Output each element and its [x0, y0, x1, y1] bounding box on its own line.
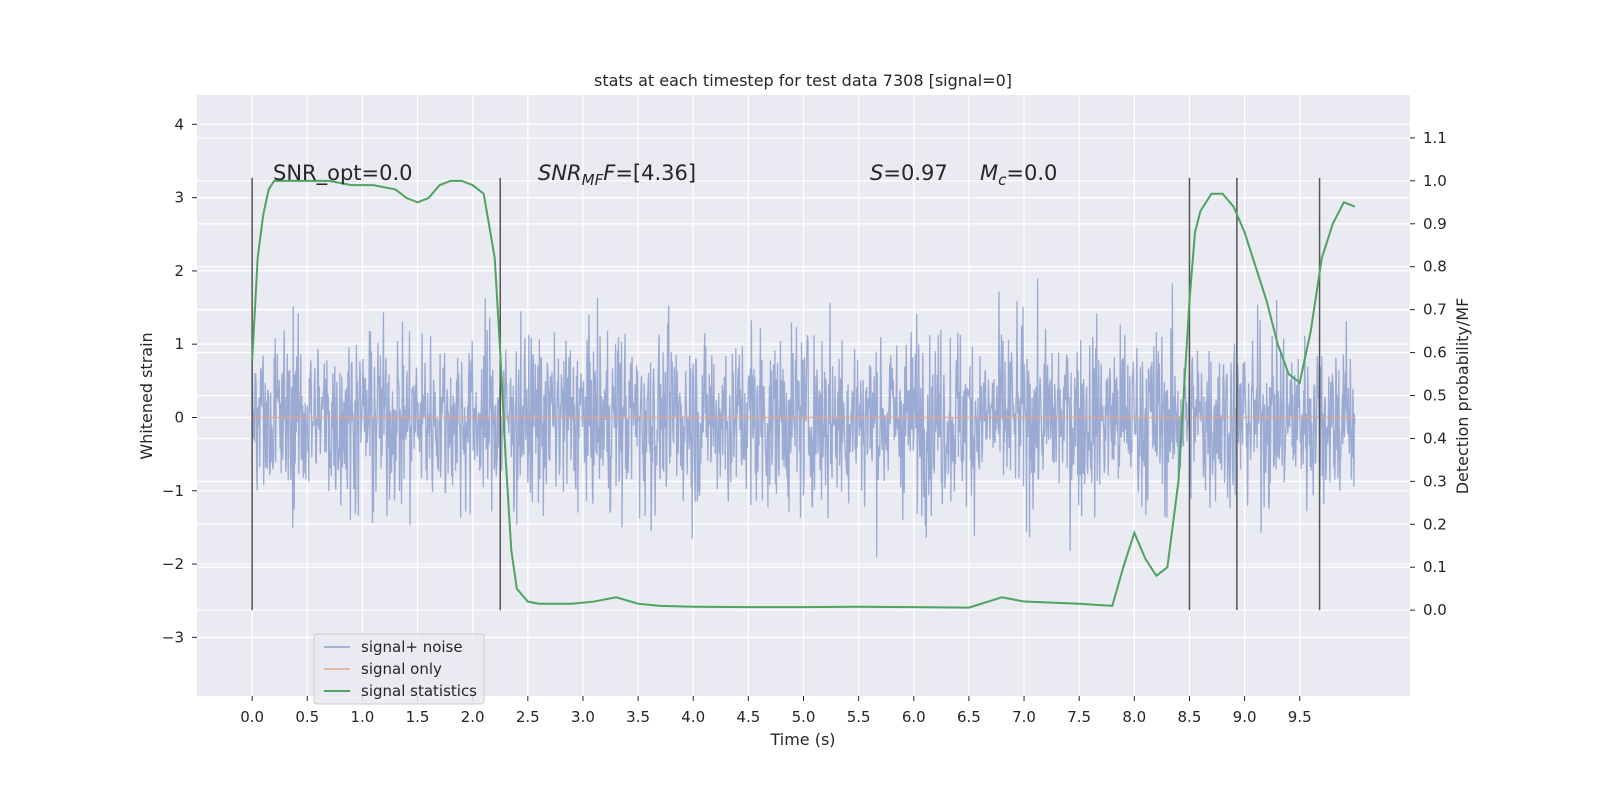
- y-left-tick-label: −1: [162, 482, 184, 500]
- x-tick-label: 3.0: [571, 708, 595, 726]
- legend-label-statistics: signal statistics: [361, 682, 477, 700]
- signal-noise-line: [251, 278, 1356, 558]
- right-y-axis-label: Detection probability/MF: [1453, 298, 1472, 495]
- y-right-tick-label: 0.7: [1423, 301, 1447, 319]
- x-tick-label: 3.5: [626, 708, 650, 726]
- y-left-tick-label: 1: [174, 335, 184, 353]
- right-y-axis-ticks: 1.1 1.0 0.9 0.8 0.7 0.6 0.5 0.4 0.3 0.2 0.1 0.0: [1410, 129, 1447, 619]
- y-right-tick-label: 0.4: [1423, 429, 1447, 447]
- y-right-tick-label: 0.5: [1423, 387, 1447, 405]
- x-tick-label: 6.0: [902, 708, 926, 726]
- legend-box: [313, 633, 485, 705]
- chart-title: stats at each timestep for test data 730…: [594, 71, 1012, 90]
- y-left-tick-label: −3: [162, 628, 184, 646]
- x-tick-label: 5.5: [847, 708, 871, 726]
- legend: signal+ noise signal only signal statist…: [313, 633, 485, 705]
- y-right-tick-label: 0.6: [1423, 344, 1447, 362]
- x-tick-label: 7.0: [1012, 708, 1036, 726]
- y-right-tick-label: 1.0: [1423, 172, 1447, 190]
- y-right-tick-label: 1.1: [1423, 129, 1447, 147]
- y-right-tick-label: 0.3: [1423, 472, 1447, 490]
- x-tick-label: 9.0: [1233, 708, 1257, 726]
- x-axis-ticks: 0.0 0.5 1.0 1.5 2.0 2.5 3.0 3.5 4.0 4.5 5.0 5.5 6.0 6…: [240, 696, 1312, 726]
- x-tick-label: 0.0: [240, 708, 264, 726]
- y-left-tick-label: 2: [174, 262, 184, 280]
- left-y-axis-label: Whitened strain: [137, 332, 156, 459]
- y-left-tick-label: 3: [174, 189, 184, 207]
- y-right-tick-label: 0.0: [1423, 601, 1447, 619]
- x-tick-label: 8.0: [1122, 708, 1146, 726]
- snr-opt-annotation: SNR_opt=0.0: [273, 161, 413, 186]
- x-tick-label: 9.5: [1288, 708, 1312, 726]
- x-tick-label: 4.5: [736, 708, 760, 726]
- s-annotation: S=0.97: [870, 161, 948, 185]
- y-left-tick-label: 4: [174, 115, 184, 133]
- y-right-tick-label: 0.1: [1423, 558, 1447, 576]
- y-left-tick-label: −2: [162, 555, 184, 573]
- legend-label-signal-only: signal only: [361, 660, 442, 678]
- signal-statistics-line: [251, 179, 1356, 609]
- vertical-marker-lines: [251, 177, 1321, 611]
- x-tick-label: 6.5: [957, 708, 981, 726]
- y-left-tick-label: 0: [174, 408, 184, 426]
- x-tick-label: 0.5: [295, 708, 319, 726]
- x-tick-label: 7.5: [1067, 708, 1091, 726]
- x-tick-label: 8.5: [1178, 708, 1202, 726]
- x-tick-label: 1.0: [350, 708, 374, 726]
- mc-annotation: Mc=0.0: [980, 161, 1057, 189]
- y-right-tick-label: 0.9: [1423, 215, 1447, 233]
- x-tick-label: 1.5: [406, 708, 430, 726]
- x-axis-label: Time (s): [769, 730, 835, 749]
- left-y-axis-ticks: 4 3 2 1 0 −1 −2 −3: [162, 115, 197, 646]
- x-tick-label: 2.0: [461, 708, 485, 726]
- snr-mf-annotation: SNRMFF=[4.36]: [538, 161, 696, 189]
- x-tick-label: 4.0: [681, 708, 705, 726]
- x-tick-label: 5.0: [792, 708, 816, 726]
- signal-noise-series: [251, 278, 1356, 558]
- y-right-tick-label: 0.8: [1423, 258, 1447, 276]
- x-tick-label: 2.5: [516, 708, 540, 726]
- y-right-tick-label: 0.2: [1423, 515, 1447, 533]
- legend-label-noise: signal+ noise: [361, 638, 463, 656]
